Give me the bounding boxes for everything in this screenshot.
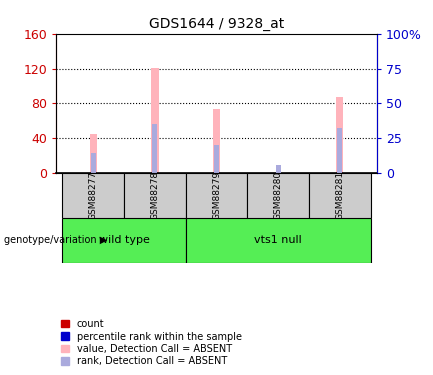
Text: GSM88280: GSM88280 — [274, 171, 283, 220]
Bar — [62, 173, 124, 218]
Bar — [213, 109, 220, 173]
Bar — [62, 218, 186, 262]
Bar — [337, 128, 342, 173]
Text: wild type: wild type — [99, 235, 149, 245]
Text: GSM88279: GSM88279 — [212, 171, 221, 220]
Bar — [336, 97, 343, 173]
Legend: count, percentile rank within the sample, value, Detection Call = ABSENT, rank, : count, percentile rank within the sample… — [61, 319, 242, 366]
Text: vts1 null: vts1 null — [254, 235, 302, 245]
Bar — [247, 173, 309, 218]
Bar — [90, 134, 97, 173]
Text: GSM88281: GSM88281 — [335, 171, 344, 220]
Title: GDS1644 / 9328_at: GDS1644 / 9328_at — [149, 17, 284, 32]
Bar — [186, 173, 247, 218]
Text: genotype/variation ▶: genotype/variation ▶ — [4, 235, 107, 245]
Text: GSM88277: GSM88277 — [89, 171, 98, 220]
Bar — [214, 145, 219, 173]
Bar — [124, 173, 186, 218]
Bar — [91, 153, 96, 173]
Bar — [276, 165, 281, 173]
Text: GSM88278: GSM88278 — [150, 171, 159, 220]
Bar — [186, 218, 371, 262]
Bar — [151, 68, 158, 173]
Bar — [152, 124, 157, 173]
Bar — [309, 173, 371, 218]
